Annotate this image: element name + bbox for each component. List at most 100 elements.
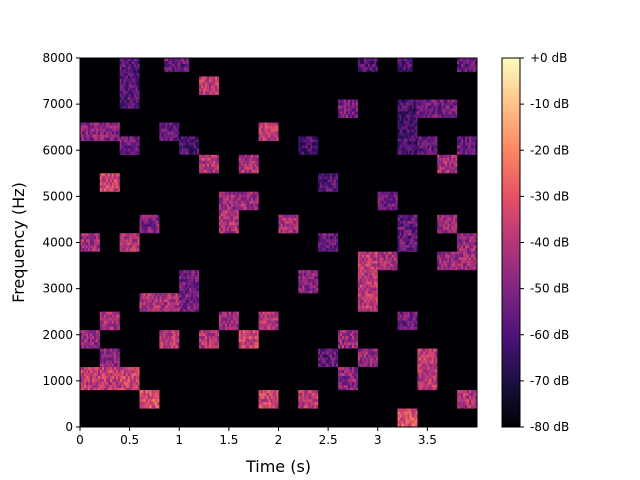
spectral-bin	[119, 106, 122, 109]
spectral-bin	[471, 248, 474, 252]
spectral-bin	[181, 136, 184, 140]
spectral-bin	[161, 293, 164, 297]
spectral-bin	[463, 245, 466, 249]
spectral-bin	[363, 64, 366, 67]
spectral-bin	[228, 219, 231, 223]
spectral-bin	[184, 64, 187, 67]
spectral-bin	[403, 99, 406, 103]
spectral-bin	[209, 82, 212, 86]
spectral-bin	[195, 151, 198, 155]
spectral-bin	[397, 223, 400, 227]
spectral-bin	[195, 148, 198, 152]
spectral-bin	[373, 278, 376, 282]
spectral-bin	[354, 333, 357, 337]
spectral-bin	[127, 91, 130, 94]
spectral-bin	[84, 125, 86, 129]
spectral-bin	[330, 363, 333, 367]
spectral-bin	[475, 266, 477, 270]
spectral-bin	[117, 351, 120, 355]
spectral-bin	[123, 236, 126, 240]
spectral-bin	[211, 154, 214, 158]
spectral-bin	[125, 145, 128, 149]
spectral-bin	[435, 148, 438, 152]
spectral-bin	[395, 191, 398, 195]
spectral-bin	[96, 248, 98, 252]
spectral-bin	[429, 354, 432, 358]
spectral-bin	[439, 214, 442, 218]
spectral-bin	[423, 136, 426, 140]
spectral-bin	[179, 294, 182, 298]
spectral-bin	[369, 363, 372, 367]
spectral-bin	[218, 320, 221, 324]
spectral-bin	[106, 137, 108, 141]
spectral-bin	[195, 285, 198, 289]
spectral-bin	[407, 244, 410, 248]
spectral-bin	[183, 148, 186, 152]
spectral-bin	[118, 388, 120, 391]
spectral-event	[397, 99, 418, 155]
spectral-bin	[100, 122, 102, 126]
spectral-bin	[475, 61, 477, 64]
spectral-bin	[330, 239, 333, 243]
spectral-bin	[141, 302, 144, 306]
spectral-bin	[367, 354, 370, 358]
spectral-bin	[119, 142, 122, 146]
spectral-bin	[90, 376, 92, 380]
spectral-bin	[361, 278, 364, 282]
spectral-bin	[165, 122, 168, 126]
spectral-bin	[185, 303, 188, 307]
spectral-bin	[222, 219, 225, 223]
spectral-bin	[141, 229, 144, 233]
spectral-bin	[423, 372, 426, 376]
spectral-bin	[94, 376, 96, 380]
spectral-bin	[441, 220, 444, 224]
spectral-bin	[244, 154, 247, 158]
spectral-bin	[179, 297, 182, 301]
spectral-bin	[99, 351, 102, 355]
spectral-bin	[417, 139, 420, 143]
spectral-bin	[185, 300, 188, 304]
spectral-bin	[381, 266, 384, 270]
spectral-bin	[173, 131, 176, 135]
spectral-bin	[264, 326, 267, 330]
spectral-bin	[449, 105, 452, 109]
spectral-bin	[215, 91, 218, 95]
spectral-bin	[417, 102, 420, 106]
spectral-bin	[211, 85, 214, 89]
spectral-bin	[465, 64, 468, 67]
spectral-bin	[354, 339, 357, 343]
spectral-bin	[172, 61, 175, 64]
spectral-bin	[423, 381, 426, 385]
spectral-bin	[211, 76, 214, 80]
spectral-bin	[159, 308, 162, 312]
spectral-bin	[195, 297, 198, 301]
spectral-bin	[365, 308, 368, 312]
spectral-bin	[371, 266, 374, 270]
spectral-bin	[101, 323, 104, 327]
spectral-bin	[121, 139, 124, 143]
spectral-bin	[314, 136, 317, 140]
spectral-bin	[201, 157, 204, 161]
spectral-bin	[234, 210, 237, 214]
spectral-bin	[131, 88, 134, 91]
spectral-bin	[102, 122, 104, 126]
spectral-bin	[439, 111, 442, 115]
spectral-bin	[232, 206, 235, 210]
spectral-bin	[431, 384, 434, 388]
spectral-bin	[88, 336, 90, 340]
spectral-bin	[86, 345, 88, 349]
spectral-bin	[256, 163, 259, 167]
spectral-bin	[171, 308, 174, 312]
spectral-bin	[365, 305, 368, 309]
spectral-bin	[427, 99, 430, 103]
spectral-bin	[108, 385, 110, 389]
spectral-bin	[429, 360, 432, 364]
spectral-bin	[357, 293, 360, 297]
spectral-bin	[96, 388, 98, 391]
spectral-bin	[342, 99, 345, 103]
spectral-bin	[409, 120, 412, 124]
spectral-bin	[170, 67, 173, 70]
spectral-bin	[113, 348, 116, 352]
spectral-bin	[342, 376, 345, 380]
spectral-bin	[459, 58, 462, 61]
